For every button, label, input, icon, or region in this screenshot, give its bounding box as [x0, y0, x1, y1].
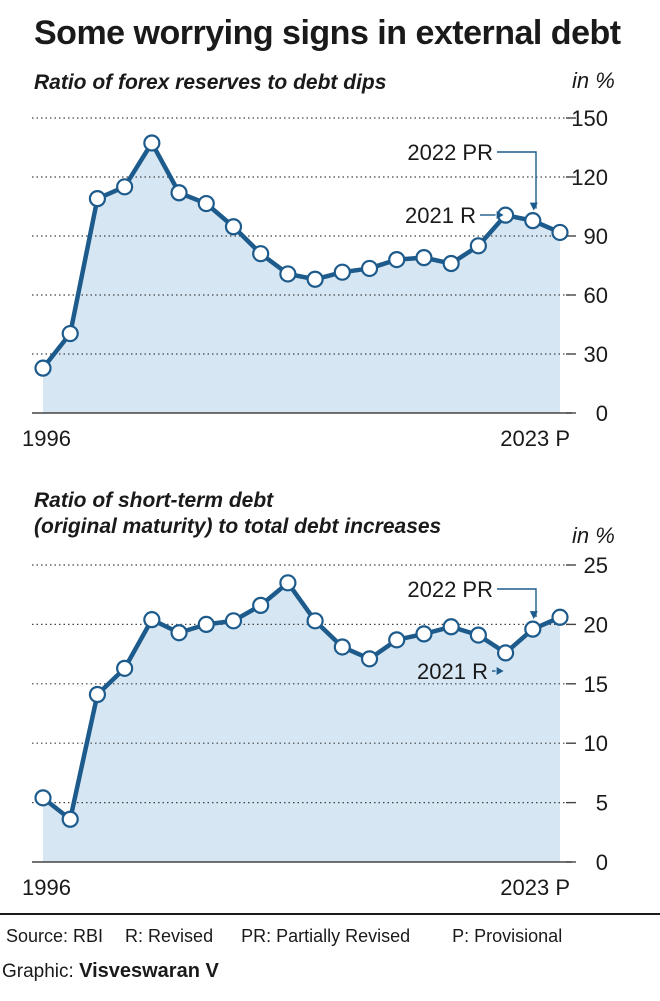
- chart2-x-end-label: 2023 P: [500, 875, 570, 900]
- footer-divider: [0, 913, 660, 915]
- chart1-annotation-2022-pr-leader: [497, 151, 537, 209]
- chart1-tick-label: 0: [596, 401, 608, 426]
- chart2-short-term-debt: 0 5 10 15 20 25 1996 2023 P 2022 PR 2021 R: [22, 553, 608, 900]
- chart2-tick-label: 5: [596, 791, 608, 816]
- chart2-data-point: [61, 810, 79, 828]
- chart2-data-point: [116, 659, 134, 677]
- chart1-annotation-2021-r: 2021 R: [405, 203, 476, 228]
- chart2-data-point: [524, 620, 542, 638]
- chart2-data-point: [496, 644, 515, 662]
- chart2-data-point: [88, 685, 107, 704]
- chart2-data-point: [442, 618, 460, 636]
- chart1-x-start-label: 1996: [22, 426, 71, 451]
- chart2-unit: in %: [572, 523, 615, 548]
- chart1-tick-label: 150: [571, 106, 608, 131]
- chart2-annotation-2021-r-arrow: [496, 667, 504, 675]
- chart1-data-point: [116, 178, 134, 196]
- chart1-annotation-2021-r-arrow: [496, 211, 504, 219]
- note-revised: R: Revised: [125, 926, 214, 946]
- chart2-data-point: [170, 624, 188, 642]
- credit-prefix: Graphic:: [2, 961, 74, 982]
- chart2-data-point: [415, 625, 433, 643]
- chart1-data-point: [306, 270, 324, 288]
- chart2-annotation-2021-r: 2021 R: [417, 659, 488, 684]
- note-source: Source: RBI: [6, 926, 104, 946]
- chart1-data-point: [224, 218, 243, 236]
- chart1-tick-label: 120: [571, 165, 608, 190]
- chart2-data-point: [388, 631, 406, 649]
- chart1-unit: in %: [572, 68, 615, 93]
- chart2-tick-label: 10: [584, 731, 608, 756]
- chart2-area-fill: [43, 582, 560, 862]
- footer-notes: Source: RBI R: Revised PR: Partially Revis…: [6, 926, 562, 947]
- chart1-data-point: [197, 194, 215, 213]
- chart2-annotation-2022-pr-arrow: [529, 611, 538, 620]
- chart1-data-point: [252, 245, 270, 263]
- chart1-data-point: [469, 237, 487, 255]
- chart1-x-end-label: 2023 P: [500, 426, 570, 451]
- chart2-subtitle: Ratio of short-term debt (original matur…: [34, 488, 441, 540]
- chart1-forex-to-debt: 0 30 60 90 120 150 1996 2023 P 2022 PR 2021 R: [22, 106, 608, 451]
- chart2-data-point: [252, 596, 270, 614]
- chart2-data-point: [224, 612, 243, 630]
- chart1-data-point: [143, 134, 161, 152]
- chart1-tick-label: 60: [584, 283, 608, 308]
- chart1-data-point: [551, 223, 569, 242]
- chart2-tick-label: 20: [584, 612, 608, 637]
- chart1-data-point: [170, 184, 188, 202]
- chart1-subtitle-line: Ratio of forex reserves to debt dips: [34, 71, 387, 94]
- chart2-annotation-2022-pr-leader: [497, 588, 537, 618]
- chart2-data-point: [279, 574, 297, 592]
- chart1-data-point: [34, 359, 52, 377]
- graphic-credit: Graphic: Visveswaran V: [2, 960, 219, 983]
- chart1-data-point: [360, 259, 379, 278]
- chart2-data-point: [333, 638, 351, 656]
- chart2-data-point: [360, 650, 379, 668]
- chart2-x-start-label: 1996: [22, 875, 71, 900]
- chart2-tick-label: 25: [584, 553, 608, 578]
- credit-name: Visveswaran V: [79, 960, 219, 982]
- chart2-subtitle-line-2: (original maturity) to total debt increa…: [34, 515, 442, 538]
- chart2-data-point: [197, 615, 215, 633]
- chart2-annotation-2022-pr: 2022 PR: [407, 577, 493, 602]
- chart1-data-point: [388, 251, 406, 269]
- chart1-tick-label: 30: [584, 342, 608, 367]
- chart1-data-point: [333, 263, 351, 281]
- chart1-data-point: [415, 249, 433, 267]
- chart2-tick-label: 15: [584, 672, 608, 697]
- chart1-annotation-2022-pr-arrow: [529, 202, 538, 211]
- note-provisional: P: Provisional: [452, 926, 563, 946]
- chart1-data-point: [442, 254, 460, 273]
- note-partially-revised: PR: Partially Revised: [241, 926, 411, 946]
- chart1-data-point: [88, 190, 107, 208]
- chart1-data-point: [524, 212, 542, 230]
- chart2-data-point: [306, 612, 324, 630]
- chart1-annotation-2022-pr: 2022 PR: [407, 140, 493, 165]
- chart1-tick-label: 90: [584, 224, 608, 249]
- chart1-subtitle: Ratio of forex reserves to debt dips: [34, 70, 386, 96]
- chart2-data-point: [143, 611, 161, 629]
- headline: Some worrying signs in external debt: [34, 14, 621, 52]
- chart2-tick-label: 0: [596, 850, 608, 875]
- chart1-data-point: [279, 265, 297, 283]
- chart2-data-point: [34, 789, 52, 807]
- chart2-data-point: [551, 608, 569, 626]
- chart1-data-point: [61, 324, 79, 343]
- chart2-data-point: [469, 626, 487, 644]
- chart2-subtitle-line-1: Ratio of short-term debt: [34, 489, 274, 512]
